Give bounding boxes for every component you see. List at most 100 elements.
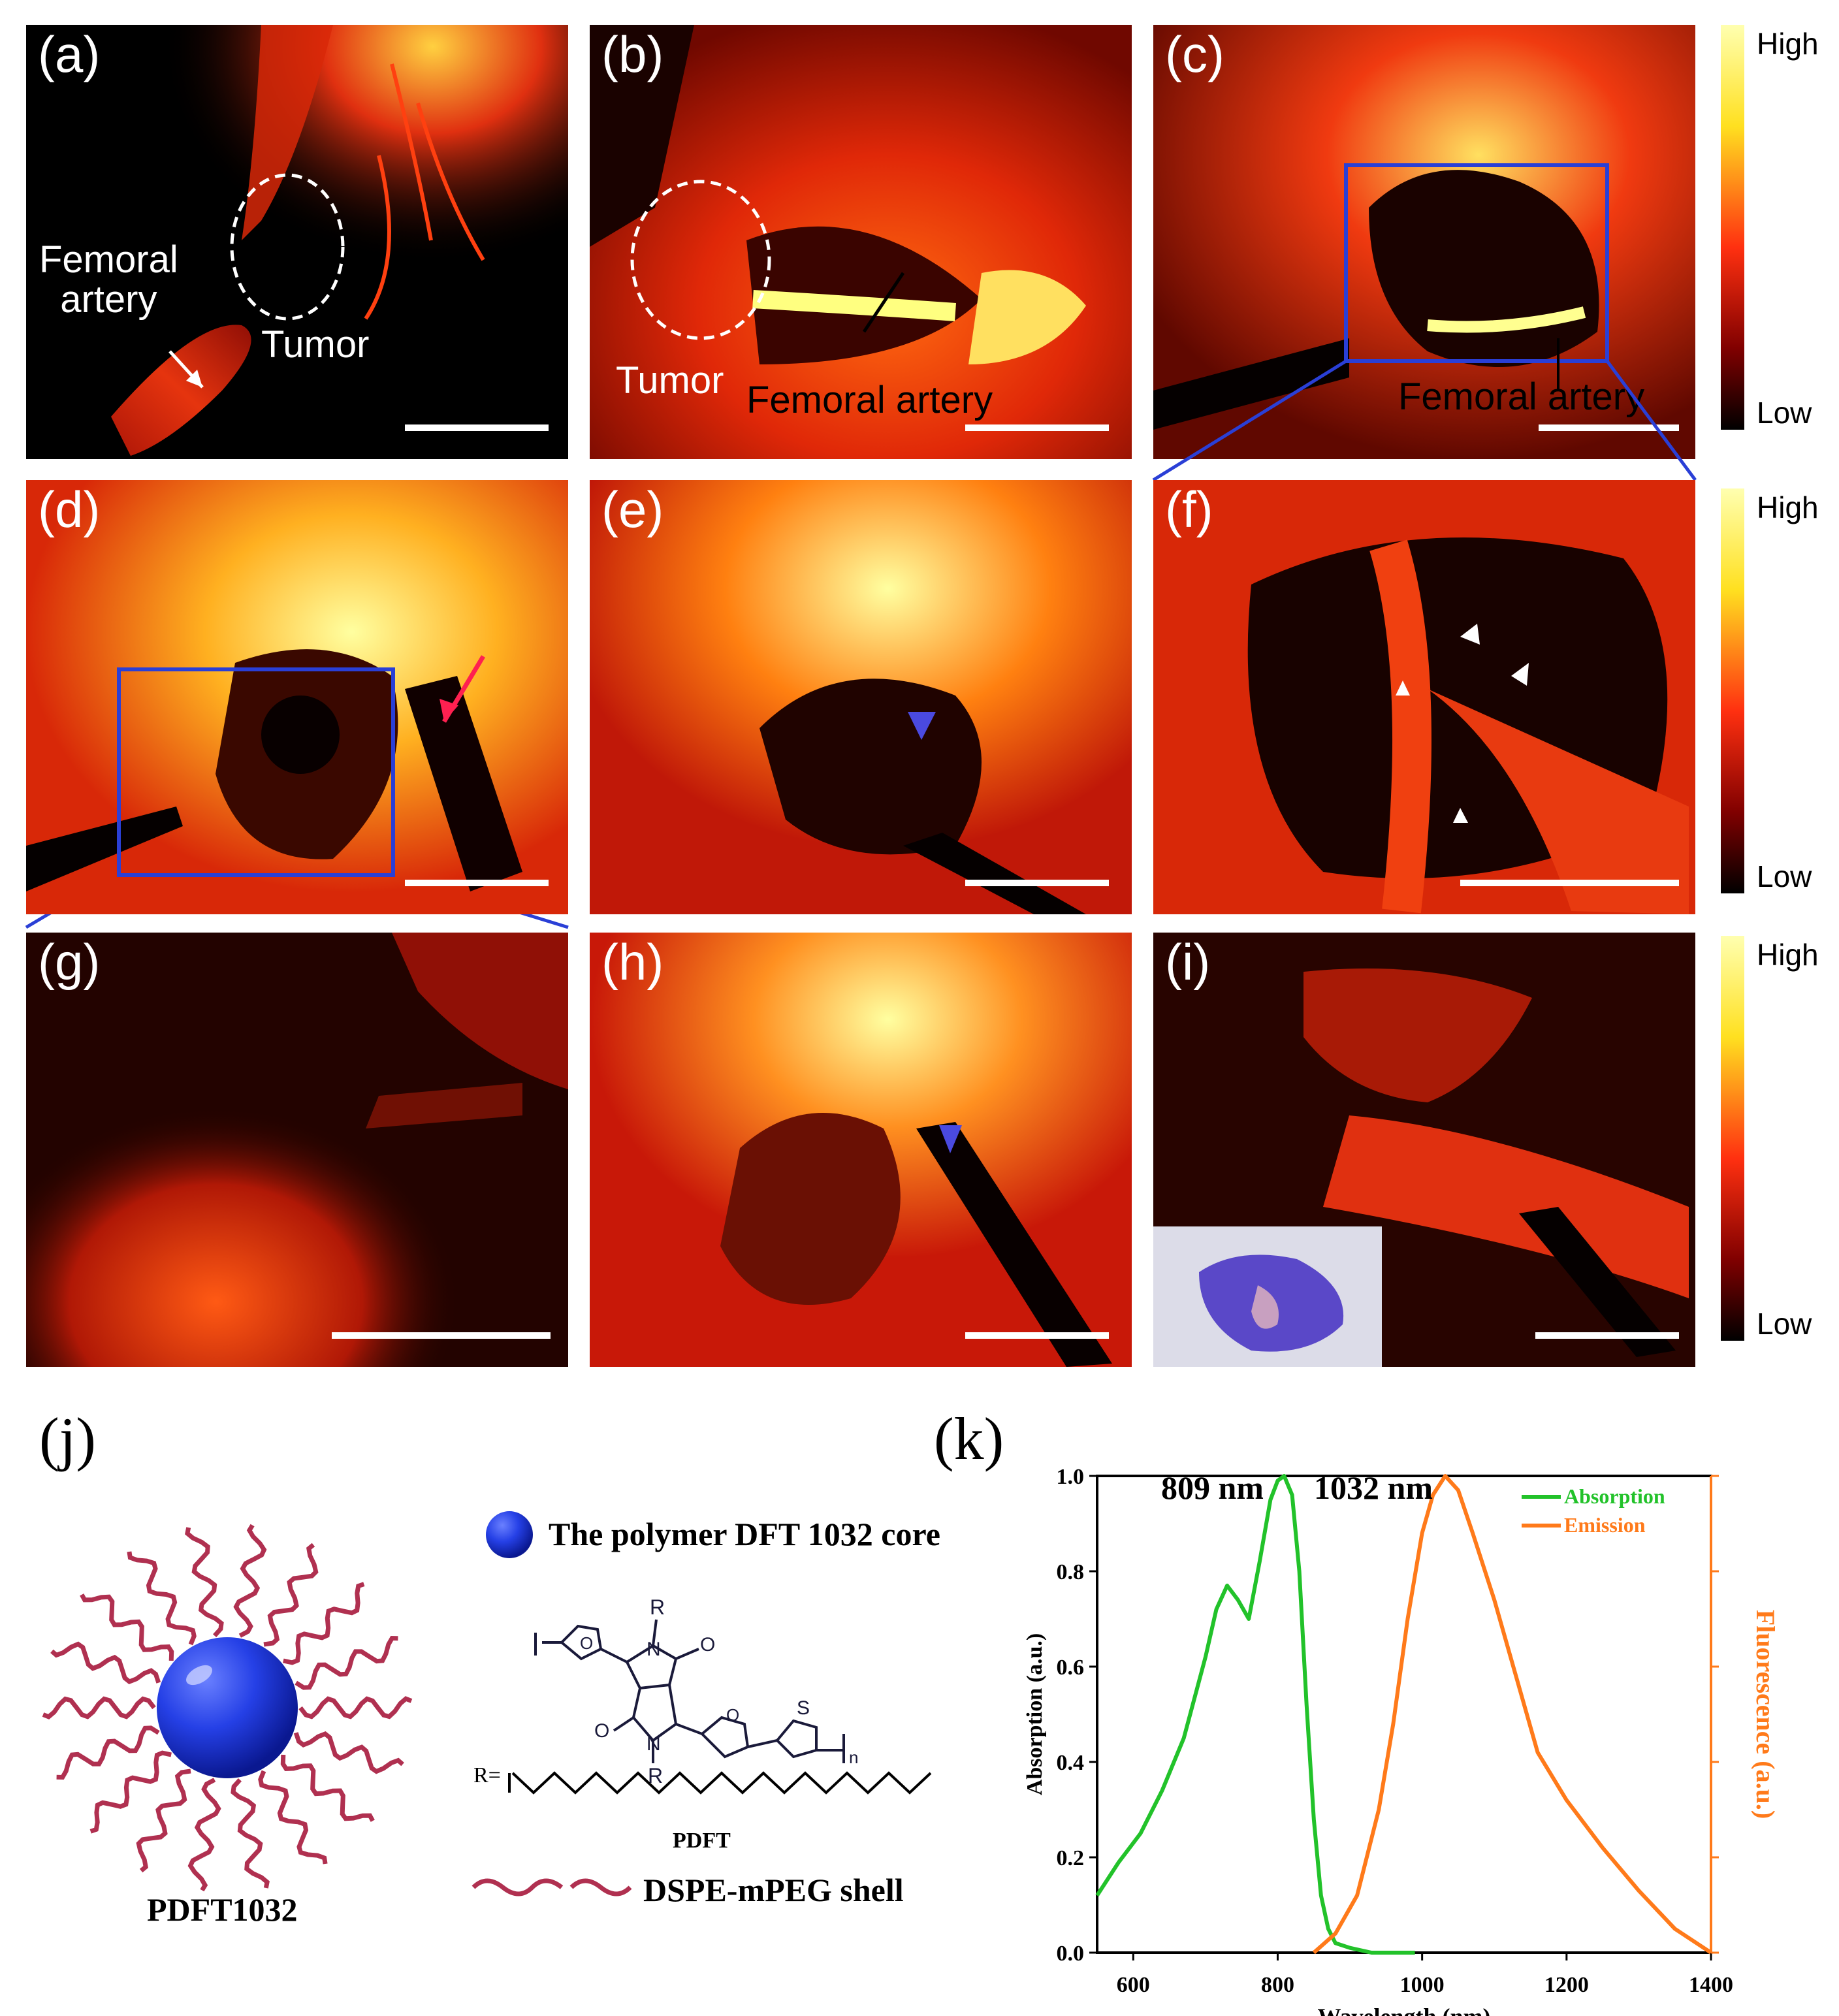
peg-chain (298, 1696, 413, 1720)
peak-annotation: 809 nm (1161, 1469, 1264, 1506)
legend-label: Emission (1564, 1513, 1646, 1537)
peg-chain (136, 1768, 191, 1873)
arrowhead-marker-e (908, 712, 936, 740)
y-tick-label: 1.0 (1057, 1465, 1085, 1489)
atom-O-top: O (700, 1634, 715, 1656)
atom-N-top: N (647, 1639, 661, 1660)
panel-label-f: (f) (1165, 481, 1213, 538)
scale-bar (332, 1332, 551, 1339)
panel-label-h: (h) (601, 933, 664, 991)
panel-i: (i) (1153, 933, 1695, 1367)
peg-chain (187, 1778, 221, 1892)
scale-bar (1539, 424, 1679, 431)
shell-legend-chain (472, 1878, 632, 1896)
pdft-chemical-structure: R N O O N R O O S n (534, 1595, 858, 1787)
panel-f: (f) (1153, 480, 1695, 914)
panel-b: (b) Tumor Femoral artery (590, 25, 1132, 459)
peak-annotation: 1032 nm (1314, 1469, 1433, 1506)
colorbar-2 (1721, 488, 1744, 893)
panel-a: (a) Femoral artery Tumor (26, 25, 568, 459)
peg-chain (185, 1527, 224, 1638)
atom-R-bottom: R (648, 1764, 663, 1787)
peg-chain (42, 1696, 156, 1720)
colorbar-low-label: Low (1757, 859, 1812, 893)
atom-N-bottom: N (647, 1733, 661, 1755)
peg-chain (295, 1635, 398, 1690)
colorbar-1 (1721, 25, 1744, 430)
scale-bar (965, 880, 1109, 886)
tumor-outline-a (230, 173, 345, 321)
polymer-name: PDFT (673, 1829, 731, 1853)
peg-chain (280, 1754, 375, 1822)
peg-chain (89, 1750, 172, 1834)
scale-bar (965, 424, 1109, 431)
panel-f-image (1153, 480, 1695, 914)
nanoparticle-name: PDFT1032 (147, 1891, 298, 1928)
peg-chain (293, 1731, 404, 1774)
scale-bar (965, 1332, 1109, 1339)
peg-chain (263, 1543, 319, 1647)
legend-label: Absorption (1564, 1484, 1665, 1508)
peg-chain (258, 1770, 328, 1864)
y-tick-label: 0.8 (1057, 1560, 1085, 1584)
repeat-unit-n: n (849, 1748, 858, 1767)
peg-chain (80, 1593, 174, 1661)
series-line-absorption (1095, 1474, 1415, 1955)
panel-i-image (1153, 933, 1695, 1367)
femoral-artery-label-a: Femoral artery (39, 238, 178, 321)
panel-g: (g) (26, 933, 568, 1367)
panel-a-image (26, 25, 568, 459)
panel-label-i: (i) (1165, 933, 1211, 991)
x-tick-label: 1000 (1400, 1973, 1445, 1997)
tumor-label-a: Tumor (261, 323, 370, 366)
scale-bar (405, 424, 549, 431)
x-tick-label: 1400 (1689, 1973, 1733, 1997)
x-tick-label: 800 (1261, 1973, 1294, 1997)
panel-g-image (26, 933, 568, 1367)
panel-h-image (590, 933, 1132, 1367)
panel-b-image (590, 25, 1132, 459)
core-legend-label: The polymer DFT 1032 core (549, 1516, 940, 1552)
r-group-label: R= (473, 1763, 501, 1787)
panel-d: (d) (26, 480, 568, 914)
series-line-emission (1312, 1474, 1712, 1955)
y-axis-label-left: Absorption (a.u.) (1023, 1633, 1047, 1795)
panel-c: (c) Femoral artery (1153, 25, 1695, 459)
panel-label-e: (e) (601, 481, 664, 538)
panel-label-j: (j) (39, 1405, 96, 1472)
x-tick-label: 1200 (1544, 1973, 1589, 1997)
x-tick-label: 600 (1117, 1973, 1150, 1997)
colorbar-high-label: High (1757, 938, 1819, 972)
peg-chain (50, 1641, 161, 1684)
panel-label-d: (d) (38, 481, 101, 538)
peg-chain (233, 1524, 267, 1638)
peg-chain (231, 1778, 270, 1889)
y-axis-label-right: Fluorescence (a.u.) (1751, 1610, 1780, 1819)
polymer-core-sphere (157, 1637, 298, 1778)
panel-h: (h) (590, 933, 1132, 1367)
scale-bar (1535, 1332, 1679, 1339)
colorbar-3 (1721, 936, 1744, 1341)
atom-O-bottom: O (594, 1720, 609, 1742)
panel-label-a: (a) (38, 25, 101, 83)
y-tick-label: 0.0 (1057, 1942, 1085, 1966)
atom-S: S (797, 1697, 810, 1719)
colorbar-high-label: High (1757, 27, 1819, 61)
panel-e: (e) (590, 480, 1132, 914)
colorbar-low-label: Low (1757, 1307, 1812, 1341)
colorbar-low-label: Low (1757, 396, 1812, 430)
panel-label-g: (g) (38, 933, 101, 991)
spectra-chart: 600 800 1000 1200 1400 0.0 0.2 0.4 0.6 0.8 1.0 Wave… (1023, 1465, 1780, 2016)
zoom-box-c (1344, 163, 1609, 363)
panel-label-k: (k) (934, 1405, 1004, 1472)
y-tick-label: 0.4 (1057, 1751, 1085, 1775)
y-tick-label: 0.2 (1057, 1846, 1085, 1870)
femoral-artery-label-b: Femoral artery (746, 379, 993, 421)
panel-d-image (26, 480, 568, 914)
peg-chain (283, 1582, 365, 1665)
colorbars (1721, 25, 1744, 1341)
colorbar-high-label: High (1757, 490, 1819, 524)
panel-e-image (590, 480, 1132, 914)
atom-R-top: R (650, 1595, 665, 1619)
peg-chain (56, 1725, 160, 1780)
